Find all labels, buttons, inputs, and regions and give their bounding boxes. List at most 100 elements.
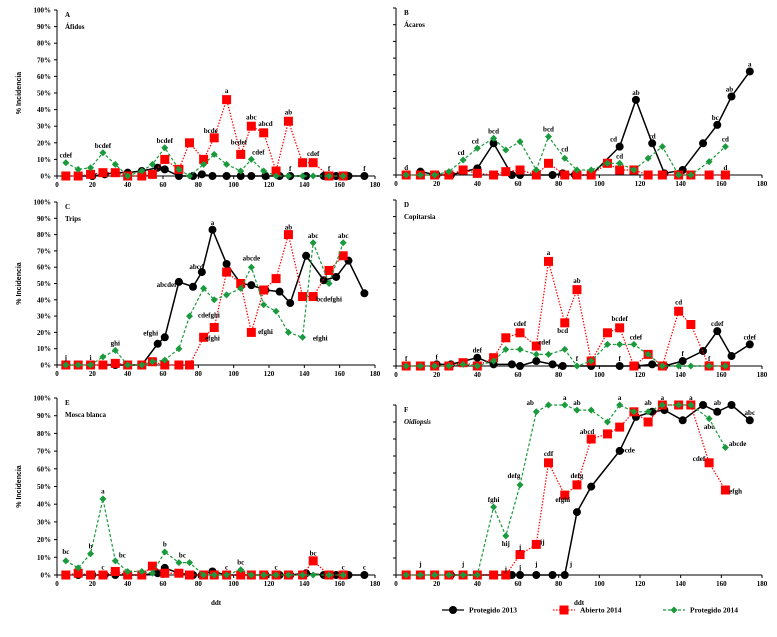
- annotation-label: efghi: [205, 335, 220, 343]
- data-point: [209, 133, 219, 143]
- data-point: [186, 312, 193, 320]
- data-point: [615, 142, 624, 151]
- x-tick-label: 100: [594, 180, 605, 188]
- data-point: [515, 328, 525, 338]
- data-point: [630, 166, 638, 174]
- data-point: [490, 357, 498, 365]
- y-tick-label: 20%: [37, 329, 51, 337]
- data-point: [299, 571, 307, 579]
- data-point: [532, 408, 540, 416]
- data-point: [360, 172, 369, 180]
- data-point: [272, 172, 280, 180]
- annotation-label: cd: [675, 299, 682, 307]
- data-point: [644, 408, 652, 416]
- data-point: [445, 168, 453, 176]
- data-point: [745, 340, 754, 349]
- data-point: [532, 166, 540, 174]
- data-point: [87, 550, 95, 558]
- x-tick-label: 40: [124, 181, 132, 189]
- x-tick-label: 140: [675, 580, 686, 588]
- legend-marker: [449, 606, 457, 614]
- annotation-label: cdef: [252, 148, 265, 156]
- annotation-label: a: [689, 394, 693, 402]
- y-tick-label: 40%: [37, 296, 51, 304]
- data-point: [657, 170, 667, 180]
- annotation-label: bc: [310, 550, 317, 558]
- data-point: [502, 345, 510, 353]
- data-point: [489, 570, 499, 580]
- legend-label: Protegido 2013: [469, 606, 517, 615]
- x-tick-label: 40: [474, 580, 482, 588]
- data-point: [699, 139, 708, 148]
- data-point: [259, 128, 269, 138]
- annotation-label: ab: [644, 399, 652, 407]
- legend-item: Abierto 2014: [553, 605, 622, 615]
- data-point: [531, 539, 541, 549]
- data-point: [705, 158, 713, 166]
- data-point: [531, 341, 541, 351]
- x-tick-label: 140: [299, 580, 310, 588]
- data-point: [545, 133, 552, 141]
- data-point: [138, 167, 146, 175]
- data-point: [298, 158, 308, 168]
- legend-label: Protegido 2014: [690, 606, 738, 615]
- data-point: [137, 570, 147, 580]
- data-point: [259, 285, 269, 295]
- data-point: [147, 561, 157, 571]
- annotation-label: f: [405, 355, 408, 363]
- y-tick-label: 70%: [37, 56, 51, 64]
- y-tick-label: 10%: [37, 554, 51, 562]
- data-point: [153, 339, 162, 348]
- data-point: [111, 346, 119, 354]
- data-point: [98, 360, 108, 370]
- x-tick-label: 60: [160, 181, 168, 189]
- data-point: [237, 566, 245, 574]
- data-point: [161, 356, 169, 364]
- data-point: [573, 166, 581, 174]
- data-point: [572, 480, 582, 490]
- data-point: [532, 350, 540, 358]
- annotation-label: i: [90, 354, 92, 362]
- annotation-label: a: [661, 394, 665, 402]
- data-point: [544, 256, 553, 266]
- data-point: [148, 358, 156, 366]
- annotation-label: defg: [571, 472, 584, 480]
- series-protegido-2013: [416, 67, 754, 179]
- series-protegido-2014: [62, 144, 347, 180]
- data-point: [561, 345, 569, 353]
- data-point: [199, 332, 209, 342]
- annotation-label: cdf: [544, 450, 554, 458]
- data-point: [445, 571, 453, 579]
- data-point: [61, 171, 71, 181]
- data-point: [648, 407, 657, 416]
- data-point: [516, 571, 525, 579]
- data-point: [124, 567, 132, 575]
- data-point: [284, 571, 292, 579]
- panel-title: Copitarsia: [404, 213, 436, 221]
- data-point: [325, 280, 333, 287]
- annotation-label: abcde: [729, 440, 747, 448]
- annotation-label: cd: [610, 136, 617, 144]
- data-point: [272, 307, 280, 315]
- data-point: [223, 291, 231, 299]
- x-tick-label: 20: [89, 580, 97, 588]
- data-point: [271, 166, 281, 176]
- data-point: [175, 559, 183, 567]
- data-point: [502, 146, 510, 154]
- series-line: [65, 498, 344, 576]
- data-point: [678, 416, 687, 425]
- data-point: [222, 95, 232, 105]
- data-point: [189, 282, 198, 291]
- data-point: [548, 171, 557, 179]
- data-point: [603, 159, 611, 167]
- data-point: [558, 362, 567, 370]
- annotation-label: a: [211, 219, 215, 227]
- x-tick-label: 0: [55, 181, 59, 189]
- data-point: [74, 564, 82, 572]
- x-tick-label: 120: [264, 370, 275, 378]
- data-point: [630, 340, 638, 348]
- annotation-label: j: [569, 561, 572, 569]
- data-point: [720, 170, 730, 180]
- data-point: [74, 165, 82, 173]
- data-point: [459, 156, 467, 164]
